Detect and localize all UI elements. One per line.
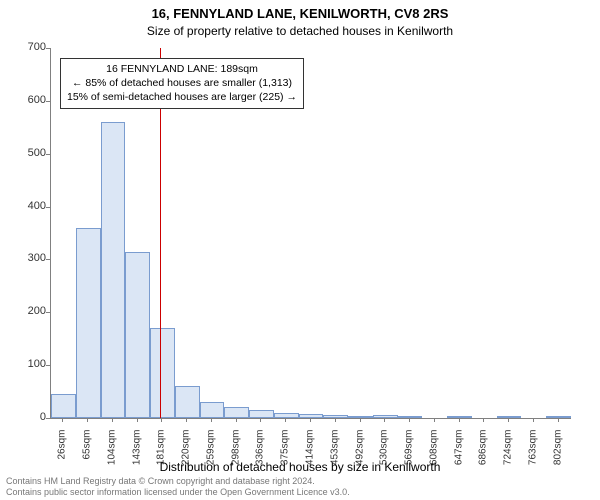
histogram-bar: [101, 122, 126, 418]
histogram-bar: [249, 410, 274, 418]
title-address: 16, FENNYLAND LANE, KENILWORTH, CV8 2RS: [0, 6, 600, 21]
y-tick-label: 0: [10, 411, 46, 423]
histogram-bar: [125, 252, 150, 419]
histogram-bar: [299, 414, 324, 418]
y-tick-label: 100: [10, 358, 46, 370]
histogram-bar: [274, 413, 299, 418]
y-tick-label: 500: [10, 147, 46, 159]
histogram-bar: [76, 228, 101, 418]
histogram-bar: [447, 416, 472, 418]
footer-line: Contains HM Land Registry data © Crown c…: [6, 476, 350, 487]
y-tick-label: 700: [10, 41, 46, 53]
histogram-bar: [398, 416, 423, 418]
y-tick-label: 400: [10, 200, 46, 212]
annotation-line: 16 FENNYLAND LANE: 189sqm: [67, 62, 297, 76]
annotation-line: ← 85% of detached houses are smaller (1,…: [67, 76, 297, 90]
histogram-bar: [200, 402, 225, 418]
histogram-bar: [373, 415, 398, 418]
histogram-bar: [175, 386, 200, 418]
y-tick-label: 600: [10, 94, 46, 106]
histogram-bar: [497, 416, 522, 418]
footer-line: Contains public sector information licen…: [6, 487, 350, 498]
histogram-bar: [348, 416, 373, 418]
annotation-line: 15% of semi-detached houses are larger (…: [67, 90, 297, 104]
x-axis-label: Distribution of detached houses by size …: [0, 460, 600, 474]
annotation-box: 16 FENNYLAND LANE: 189sqm ← 85% of detac…: [60, 58, 304, 109]
histogram-bar: [51, 394, 76, 418]
title-subtitle: Size of property relative to detached ho…: [0, 24, 600, 38]
histogram-bar: [546, 416, 571, 418]
y-tick-label: 200: [10, 305, 46, 317]
histogram-bar: [224, 407, 249, 418]
footer-attribution: Contains HM Land Registry data © Crown c…: [6, 476, 350, 498]
histogram-bar: [150, 328, 175, 418]
histogram-bar: [323, 415, 348, 418]
y-tick-label: 300: [10, 252, 46, 264]
chart-container: 16, FENNYLAND LANE, KENILWORTH, CV8 2RS …: [0, 0, 600, 500]
